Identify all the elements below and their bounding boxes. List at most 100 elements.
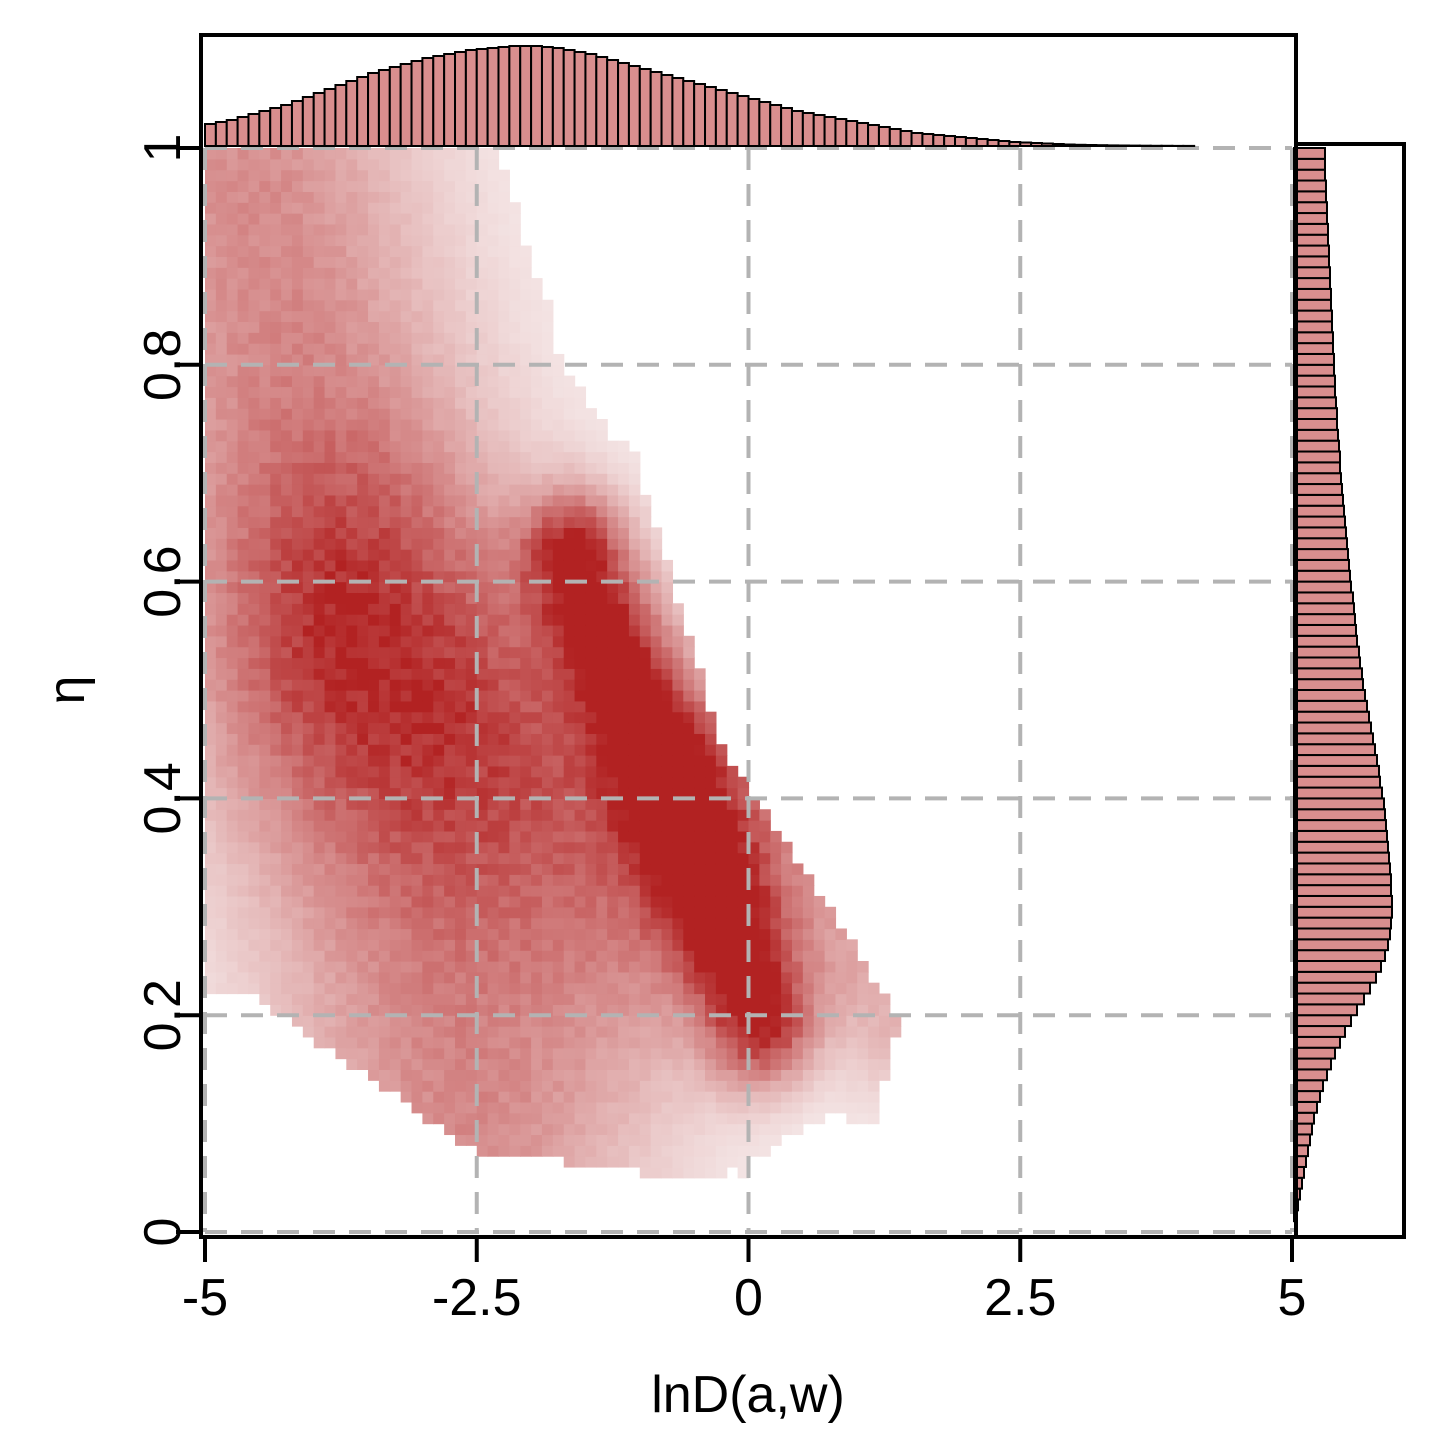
heatmap-cell <box>552 733 565 745</box>
heatmap-cell <box>596 592 608 604</box>
heatmap-cell <box>661 906 674 919</box>
heatmap-cell <box>531 1134 543 1146</box>
heatmap-cell <box>455 278 467 290</box>
heatmap-cell <box>552 408 565 420</box>
heatmap-cell <box>433 267 445 279</box>
heatmap-cell <box>444 863 456 875</box>
heatmap-cell <box>368 592 380 604</box>
heatmap-cell <box>878 1004 891 1016</box>
heatmap-cell <box>531 375 543 388</box>
heatmap-cell <box>607 690 619 702</box>
heatmap-cell <box>291 863 304 875</box>
heatmap-cell <box>346 971 358 984</box>
heatmap-cell <box>770 939 782 951</box>
heatmap-cell <box>563 451 576 463</box>
heatmap-cell <box>259 961 271 973</box>
heatmap-cell <box>618 592 630 604</box>
heatmap-cell <box>259 527 271 539</box>
heatmap-cell <box>444 538 456 550</box>
heatmap-cell <box>498 830 510 843</box>
heatmap-cell <box>531 310 543 323</box>
heatmap-cell <box>433 386 445 398</box>
heatmap-cell <box>237 505 250 518</box>
heatmap-cell <box>422 1047 434 1060</box>
heatmap-cell <box>324 1026 337 1038</box>
heatmap-cell <box>639 895 652 908</box>
heatmap-cell <box>205 353 217 366</box>
heatmap-cell <box>302 494 315 507</box>
heatmap-cell <box>531 419 543 431</box>
heatmap-cell <box>302 874 315 886</box>
heatmap-cell <box>444 505 456 518</box>
heatmap-cell <box>596 516 608 528</box>
heatmap-cell <box>509 429 521 442</box>
heatmap-cell <box>715 1069 728 1081</box>
heatmap-cell <box>400 343 413 355</box>
heatmap-cell <box>281 755 293 767</box>
heatmap-cell <box>607 549 619 561</box>
heatmap-cell <box>585 950 597 962</box>
heatmap-cell <box>694 1134 706 1146</box>
heatmap-cell <box>498 1091 510 1103</box>
heatmap-cell <box>291 603 304 615</box>
right-hist-frame <box>1294 142 1406 1239</box>
heatmap-cell <box>661 614 674 626</box>
heatmap-cell <box>248 473 260 485</box>
heatmap-cell <box>607 624 619 637</box>
heatmap-cell <box>465 1004 478 1016</box>
heatmap-cell <box>259 213 271 225</box>
heatmap-cell <box>574 494 587 507</box>
heatmap-cell <box>498 223 510 236</box>
heatmap-cell <box>248 863 260 875</box>
heatmap-cell <box>400 213 413 225</box>
heatmap-cell <box>226 624 239 637</box>
heatmap-cell <box>215 690 228 702</box>
heatmap-cell <box>335 451 347 463</box>
heatmap-cell <box>215 451 228 463</box>
heatmap-cell <box>205 906 217 919</box>
heatmap-cell <box>226 516 239 528</box>
heatmap-cell <box>498 549 510 561</box>
heatmap-cell <box>585 505 597 518</box>
heatmap-cell <box>574 1058 587 1070</box>
heatmap-cell <box>291 885 304 897</box>
x-hist-bar <box>714 89 728 147</box>
heatmap-cell <box>661 1058 674 1070</box>
heatmap-cell <box>357 1026 369 1038</box>
heatmap-cell <box>400 906 413 919</box>
heatmap-cell <box>759 1091 771 1103</box>
heatmap-cell <box>335 690 347 702</box>
heatmap-cell <box>628 657 641 669</box>
heatmap-cell <box>302 278 315 290</box>
heatmap-cell <box>498 874 510 886</box>
heatmap-cell <box>487 310 500 323</box>
heatmap-cell <box>465 538 478 550</box>
heatmap-cell <box>433 982 445 995</box>
heatmap-cell <box>291 570 304 583</box>
heatmap-cell <box>302 885 315 897</box>
heatmap-cell <box>846 1058 858 1070</box>
heatmap-cell <box>607 711 619 724</box>
y-hist-bar <box>1293 331 1334 345</box>
heatmap-cell <box>346 841 358 854</box>
heatmap-cell <box>455 419 467 431</box>
heatmap-cell <box>237 256 250 268</box>
heatmap-cell <box>498 570 510 583</box>
heatmap-cell <box>378 581 391 594</box>
heatmap-cell <box>422 1080 434 1092</box>
heatmap-cell <box>259 646 271 659</box>
heatmap-cell <box>270 809 282 821</box>
heatmap-cell <box>411 570 423 583</box>
heatmap-cell <box>552 1015 565 1027</box>
heatmap-cell <box>455 256 467 268</box>
heatmap-cell <box>705 1026 717 1038</box>
heatmap-cell <box>661 950 674 962</box>
heatmap-cell <box>715 1047 728 1060</box>
heatmap-cell <box>465 440 478 453</box>
heatmap-cell <box>259 614 271 626</box>
heatmap-cell <box>411 1101 423 1114</box>
heatmap-cell <box>574 1080 587 1092</box>
heatmap-cell <box>291 538 304 550</box>
heatmap-cell <box>346 364 358 377</box>
heatmap-cell <box>400 635 413 648</box>
